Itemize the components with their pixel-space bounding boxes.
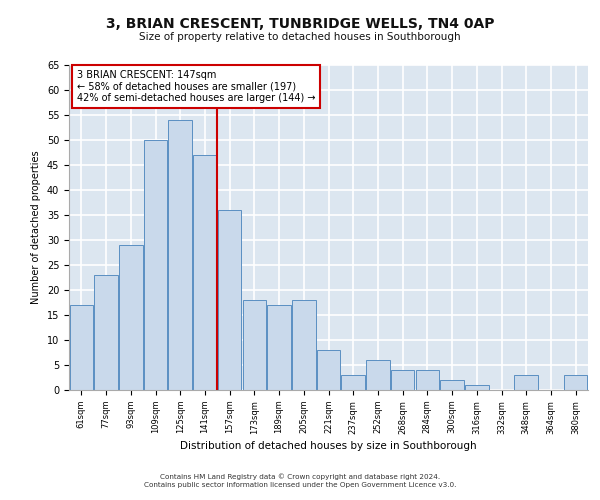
Text: 3, BRIAN CRESCENT, TUNBRIDGE WELLS, TN4 0AP: 3, BRIAN CRESCENT, TUNBRIDGE WELLS, TN4 … bbox=[106, 18, 494, 32]
Bar bbox=[193, 155, 217, 390]
Y-axis label: Number of detached properties: Number of detached properties bbox=[31, 150, 41, 304]
Bar bbox=[564, 375, 587, 390]
Text: Size of property relative to detached houses in Southborough: Size of property relative to detached ho… bbox=[139, 32, 461, 42]
Bar bbox=[70, 305, 93, 390]
Bar bbox=[94, 275, 118, 390]
X-axis label: Distribution of detached houses by size in Southborough: Distribution of detached houses by size … bbox=[180, 440, 477, 450]
Bar bbox=[292, 300, 316, 390]
Bar bbox=[514, 375, 538, 390]
Bar bbox=[268, 305, 291, 390]
Bar bbox=[391, 370, 415, 390]
Text: Contains HM Land Registry data © Crown copyright and database right 2024.
Contai: Contains HM Land Registry data © Crown c… bbox=[144, 474, 456, 488]
Text: 3 BRIAN CRESCENT: 147sqm
← 58% of detached houses are smaller (197)
42% of semi-: 3 BRIAN CRESCENT: 147sqm ← 58% of detach… bbox=[77, 70, 315, 103]
Bar bbox=[366, 360, 389, 390]
Bar bbox=[119, 245, 143, 390]
Bar bbox=[465, 385, 488, 390]
Bar bbox=[341, 375, 365, 390]
Bar bbox=[218, 210, 241, 390]
Bar bbox=[242, 300, 266, 390]
Bar bbox=[144, 140, 167, 390]
Bar bbox=[317, 350, 340, 390]
Bar bbox=[416, 370, 439, 390]
Bar bbox=[440, 380, 464, 390]
Bar bbox=[169, 120, 192, 390]
